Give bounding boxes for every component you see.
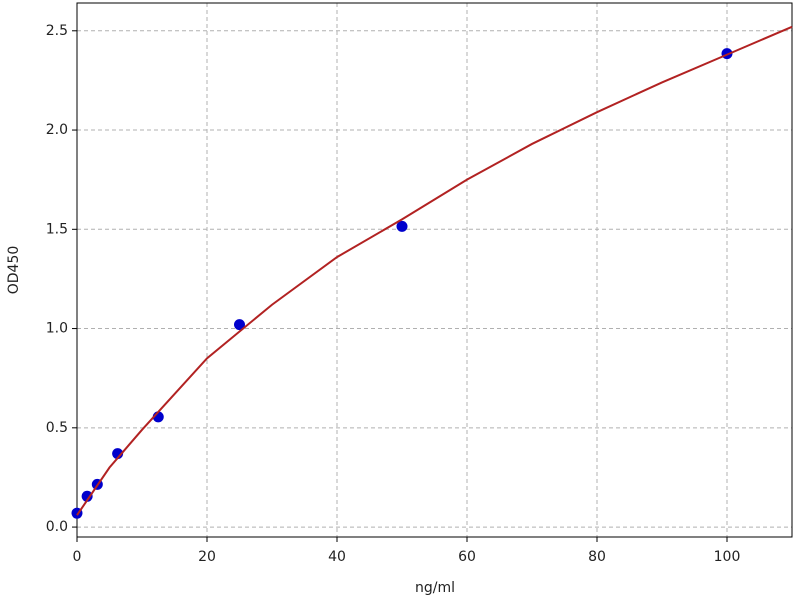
y-tick-label: 2.0 xyxy=(46,122,68,138)
y-tick-label: 0.5 xyxy=(46,420,68,436)
x-tick-label: 20 xyxy=(198,549,216,565)
fit-curve xyxy=(76,25,793,516)
y-tick-label: 0.0 xyxy=(46,519,68,535)
y-tick-label: 2.5 xyxy=(46,23,68,39)
x-tick-label: 100 xyxy=(714,549,741,565)
y-axis-title: OD450 xyxy=(6,246,22,295)
y-tick-label: 1.5 xyxy=(46,221,68,237)
x-tick-label: 80 xyxy=(588,549,606,565)
x-tick-label: 60 xyxy=(458,549,476,565)
x-tick-label: 0 xyxy=(73,549,82,565)
x-axis-title: ng/ml xyxy=(415,580,455,596)
data-point xyxy=(234,319,245,331)
data-point xyxy=(396,220,408,232)
y-tick-label: 1.0 xyxy=(46,321,68,337)
plot-frame xyxy=(76,2,793,538)
data-point xyxy=(81,490,93,502)
x-tick-label: 40 xyxy=(328,549,346,565)
